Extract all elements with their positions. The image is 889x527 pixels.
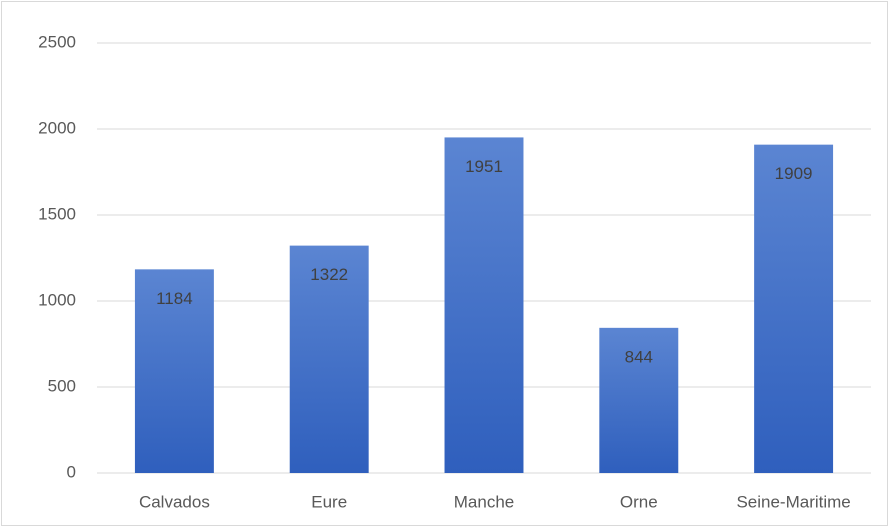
x-tick-label: Orne <box>620 492 658 511</box>
bar <box>134 269 214 473</box>
y-tick-label: 500 <box>48 376 76 395</box>
bar <box>599 327 679 473</box>
x-tick-label: Calvados <box>139 492 210 511</box>
y-tick-label: 0 <box>67 462 76 481</box>
y-tick-label: 2000 <box>38 118 76 137</box>
data-label: 1184 <box>156 289 193 308</box>
data-label: 1322 <box>310 265 348 284</box>
data-label: 844 <box>625 347 653 366</box>
x-tick-label: Eure <box>311 492 347 511</box>
y-tick-label: 2500 <box>38 32 76 51</box>
x-tick-label: Seine-Maritime <box>736 492 850 511</box>
bar <box>754 144 834 474</box>
bar <box>289 245 369 473</box>
y-tick-label: 1000 <box>38 290 76 309</box>
y-tick-label: 1500 <box>38 204 76 223</box>
x-tick-label: Manche <box>454 492 514 511</box>
bar <box>444 137 524 474</box>
data-label: 1951 <box>465 157 503 176</box>
data-label: 1909 <box>775 164 813 183</box>
